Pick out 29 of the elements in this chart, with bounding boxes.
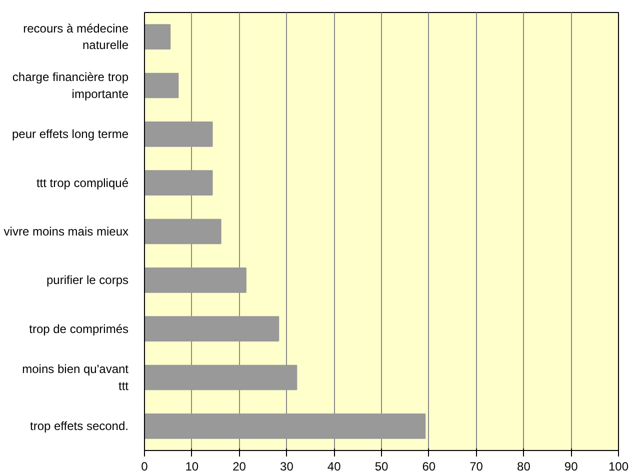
x-tick-label: 60: [422, 460, 436, 473]
x-tick-label: 20: [232, 460, 246, 473]
x-tick-label: 40: [327, 460, 342, 473]
y-tick-label: moins bien qu'avant ttt: [22, 362, 130, 393]
bar: [144, 414, 426, 439]
y-tick-label: trop effets second.: [30, 419, 129, 434]
bar: [144, 316, 280, 342]
bar: [144, 24, 171, 50]
x-tick-label: 0: [141, 460, 148, 473]
bar: [144, 72, 179, 98]
y-tick-label: peur effets long terme: [12, 127, 129, 142]
bar: [144, 170, 213, 196]
y-tick-label: vivre moins mais mieux: [4, 224, 129, 238]
x-tick-label: 100: [608, 460, 629, 473]
x-tick-label: 90: [564, 460, 578, 473]
x-tick-label: 70: [470, 460, 484, 473]
x-tick-label: 10: [185, 460, 199, 473]
bar: [144, 268, 246, 293]
y-tick-label: trop de comprimés: [29, 322, 129, 336]
y-tick-label: purifier le corps: [46, 273, 128, 288]
bar: [144, 364, 298, 390]
y-tick-label: ttt trop compliqué: [36, 176, 129, 190]
x-tick-label: 80: [517, 460, 531, 473]
bar: [144, 218, 222, 244]
x-tick-label: 30: [280, 460, 294, 473]
y-tick-label: charge financière trop importante: [12, 70, 129, 101]
x-tick-label: 50: [374, 460, 388, 473]
y-tick-label: recours à médecine naturelle: [23, 21, 129, 52]
bar: [144, 122, 213, 147]
